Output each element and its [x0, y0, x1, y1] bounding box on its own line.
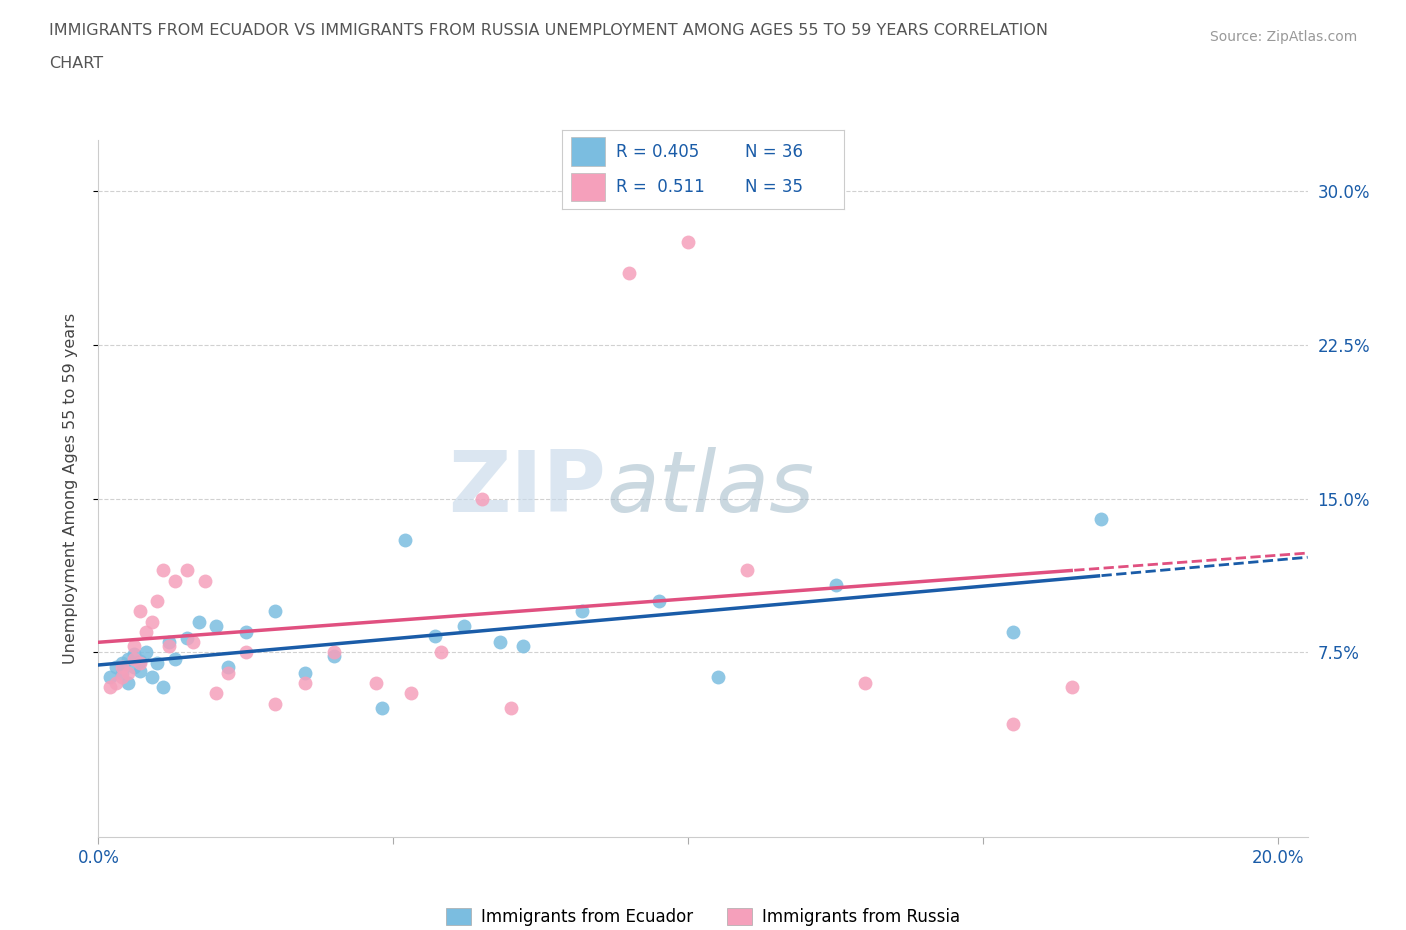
Point — [488, 634, 510, 649]
Text: IMMIGRANTS FROM ECUADOR VS IMMIGRANTS FROM RUSSIA UNEMPLOYMENT AMONG AGES 55 TO : IMMIGRANTS FROM ECUADOR VS IMMIGRANTS FR… — [49, 23, 1049, 38]
Point — [111, 670, 134, 684]
Point — [135, 624, 157, 639]
Point — [146, 656, 169, 671]
Point — [111, 659, 134, 674]
Point — [423, 629, 446, 644]
Point — [1090, 512, 1112, 526]
Text: R = 0.405: R = 0.405 — [616, 142, 699, 161]
Point — [141, 670, 163, 684]
Bar — [571, 138, 605, 166]
Point — [157, 634, 180, 649]
Point — [323, 649, 346, 664]
Point — [370, 700, 392, 715]
Text: CHART: CHART — [49, 56, 103, 71]
Point — [205, 618, 228, 633]
Point — [429, 644, 451, 659]
Point — [512, 639, 534, 654]
Point — [117, 666, 139, 681]
Point — [98, 670, 121, 684]
Y-axis label: Unemployment Among Ages 55 to 59 years: Unemployment Among Ages 55 to 59 years — [63, 312, 77, 664]
Point — [105, 676, 128, 691]
Point — [294, 666, 316, 681]
Text: ZIP: ZIP — [449, 446, 606, 530]
Point — [264, 697, 287, 711]
Text: atlas: atlas — [606, 446, 814, 530]
Point — [128, 663, 150, 678]
Point — [853, 676, 876, 691]
Point — [181, 634, 204, 649]
Point — [98, 680, 121, 695]
Point — [105, 659, 128, 674]
Point — [122, 647, 145, 662]
Point — [122, 659, 145, 674]
Point — [152, 680, 174, 695]
Point — [111, 666, 134, 681]
Point — [217, 659, 239, 674]
Point — [205, 686, 228, 701]
Bar — [571, 173, 605, 202]
Point — [571, 604, 593, 618]
Point — [235, 644, 257, 659]
Point — [128, 653, 150, 668]
Point — [501, 700, 523, 715]
Point — [128, 604, 150, 618]
Point — [471, 491, 494, 506]
Point — [146, 593, 169, 608]
Point — [678, 234, 700, 249]
Point — [122, 651, 145, 666]
Text: R =  0.511: R = 0.511 — [616, 179, 704, 196]
Point — [122, 639, 145, 654]
Point — [176, 631, 198, 645]
Point — [235, 624, 257, 639]
Point — [135, 644, 157, 659]
Point — [294, 676, 316, 691]
Point — [706, 670, 728, 684]
Legend: Immigrants from Ecuador, Immigrants from Russia: Immigrants from Ecuador, Immigrants from… — [440, 901, 966, 930]
Point — [194, 573, 217, 588]
Point — [141, 614, 163, 629]
Text: N = 35: N = 35 — [745, 179, 803, 196]
Point — [323, 644, 346, 659]
Point — [152, 563, 174, 578]
Point — [128, 656, 150, 671]
Text: Source: ZipAtlas.com: Source: ZipAtlas.com — [1209, 30, 1357, 44]
Point — [165, 651, 187, 666]
Point — [187, 614, 209, 629]
Point — [264, 604, 287, 618]
Point — [157, 639, 180, 654]
Point — [217, 666, 239, 681]
Point — [824, 578, 846, 592]
Point — [735, 563, 758, 578]
Point — [648, 593, 671, 608]
Point — [176, 563, 198, 578]
Text: N = 36: N = 36 — [745, 142, 803, 161]
Point — [619, 265, 641, 280]
Point — [364, 676, 387, 691]
Point — [117, 651, 139, 666]
Point — [1001, 624, 1024, 639]
Point — [117, 676, 139, 691]
Point — [111, 656, 134, 671]
Point — [453, 618, 475, 633]
Point — [399, 686, 422, 701]
Point — [394, 532, 416, 547]
Point — [165, 573, 187, 588]
Point — [1001, 717, 1024, 732]
Point — [1060, 680, 1083, 695]
